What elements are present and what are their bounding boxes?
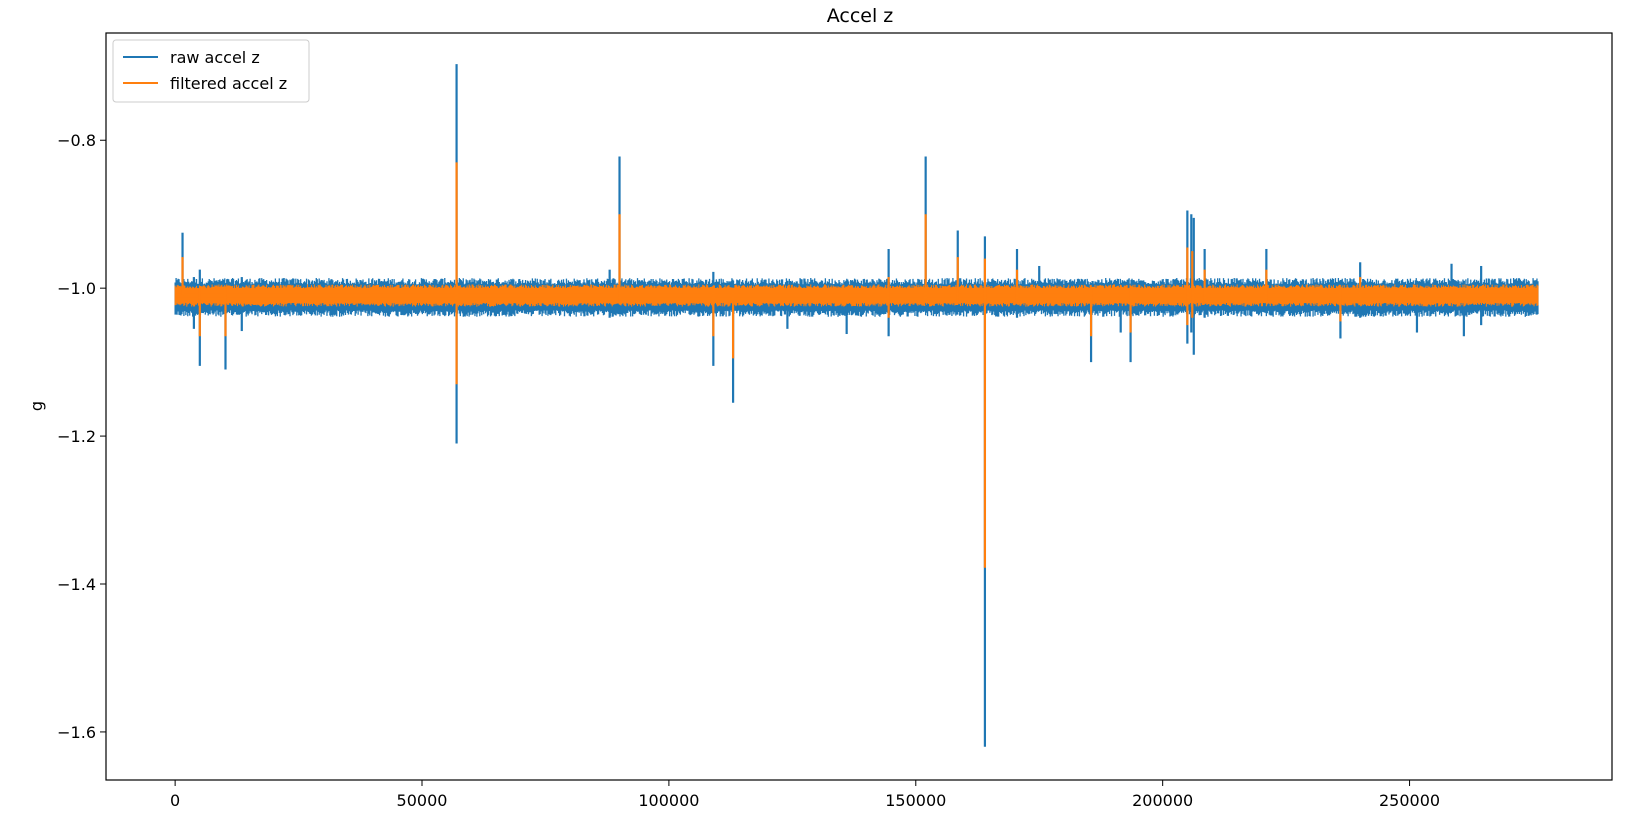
y-tick-label: −1.0 <box>57 279 96 298</box>
x-tick-label: 250000 <box>1379 791 1440 810</box>
x-tick-label: 150000 <box>885 791 946 810</box>
legend-box <box>112 39 310 103</box>
series-1 <box>174 162 1539 568</box>
y-tick-label: −1.4 <box>57 575 96 594</box>
plot-area <box>174 64 1539 747</box>
legend-label-raw: raw accel z <box>170 48 260 67</box>
y-axis: −0.8 −1.0 −1.2 −1.4 −1.6 <box>57 131 106 742</box>
y-tick-label: −0.8 <box>57 131 96 150</box>
x-tick-label: 50000 <box>397 791 448 810</box>
axes-frame <box>105 32 1613 781</box>
y-tick-label: −1.6 <box>57 723 96 742</box>
x-tick-label: 100000 <box>638 791 699 810</box>
y-tick-label: −1.2 <box>57 427 96 446</box>
x-tick-label: 0 <box>170 791 180 810</box>
y-axis-label: g <box>27 401 46 411</box>
series-layer <box>174 64 1539 747</box>
legend: raw accel z filtered accel z <box>112 39 310 103</box>
legend-label-filtered: filtered accel z <box>170 74 287 93</box>
chart-title: Accel z <box>827 5 894 27</box>
x-tick-label: 200000 <box>1132 791 1193 810</box>
x-axis: 0 50000 100000 150000 200000 250000 <box>170 780 1440 810</box>
